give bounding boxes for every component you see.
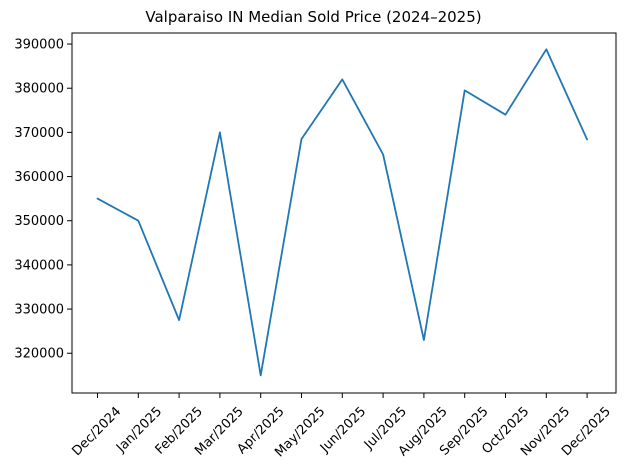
median-sold-price-line <box>96 48 588 377</box>
y-tick-label: 350000 <box>14 214 64 229</box>
y-tick-label: 340000 <box>14 258 64 273</box>
chart-title: Valparaiso IN Median Sold Price (2024–20… <box>145 8 481 26</box>
y-tick-label: 320000 <box>14 347 64 362</box>
plot-frame <box>71 32 617 394</box>
y-tick-label: 360000 <box>14 170 64 185</box>
y-axis: 320000 330000 340000 350000 360000 370000 3800… <box>14 38 72 362</box>
x-axis: Dec/2024Jan/2025Feb/2025Mar/2025Apr/2025… <box>69 393 614 460</box>
x-tick-label: Dec/2024 <box>69 404 124 459</box>
price-line-series <box>96 48 588 377</box>
y-tick-label: 370000 <box>14 126 64 141</box>
y-tick-label: 380000 <box>14 82 64 97</box>
y-tick-label: 330000 <box>14 303 64 318</box>
y-tick-label: 390000 <box>14 38 64 53</box>
axes-spines <box>71 32 617 394</box>
